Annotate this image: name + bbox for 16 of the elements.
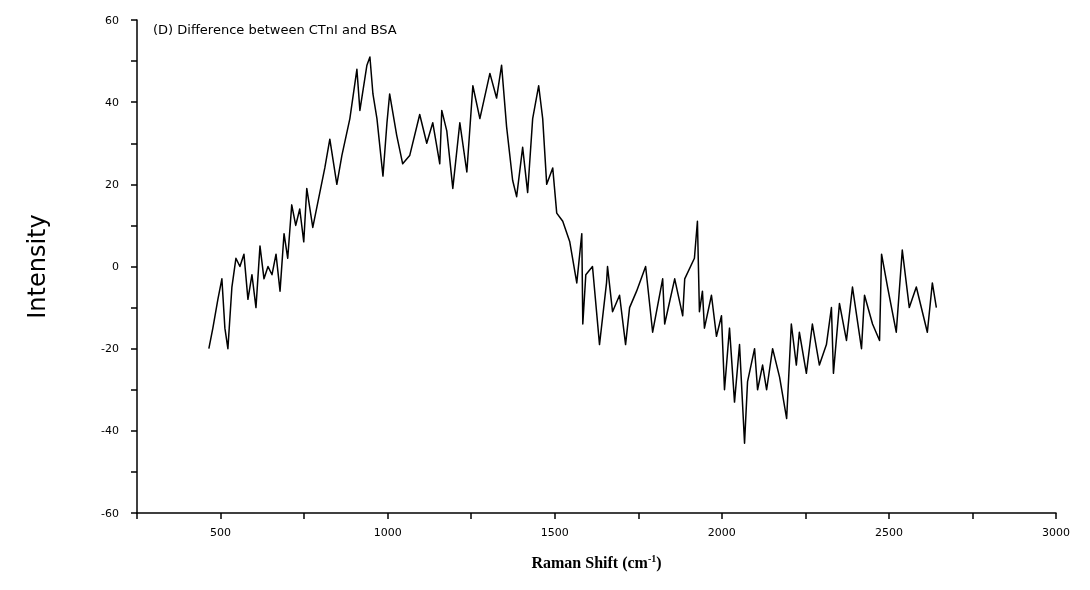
x-tick-label: 2000 bbox=[707, 526, 736, 539]
chart-title: (D) Difference between CTnI and BSA bbox=[153, 22, 397, 37]
y-tick-label: 0 bbox=[112, 260, 119, 273]
y-tick-label: -40 bbox=[101, 424, 119, 438]
y-tick-label: 40 bbox=[105, 95, 119, 109]
x-tick-label: 2500 bbox=[874, 526, 903, 539]
y-tick-label: -20 bbox=[101, 342, 119, 356]
y-tick-label: -60 bbox=[101, 506, 119, 520]
y-tick-label: 60 bbox=[105, 13, 119, 27]
x-tick-label: 500 bbox=[210, 526, 232, 539]
x-tick-label: 3000 bbox=[1042, 526, 1070, 539]
y-axis-title: Intensity bbox=[23, 214, 51, 319]
y-tick-label: 20 bbox=[105, 177, 119, 191]
x-tick-label: 1500 bbox=[540, 526, 569, 539]
line-series bbox=[208, 56, 938, 444]
x-tick-label: 1000 bbox=[373, 526, 402, 539]
